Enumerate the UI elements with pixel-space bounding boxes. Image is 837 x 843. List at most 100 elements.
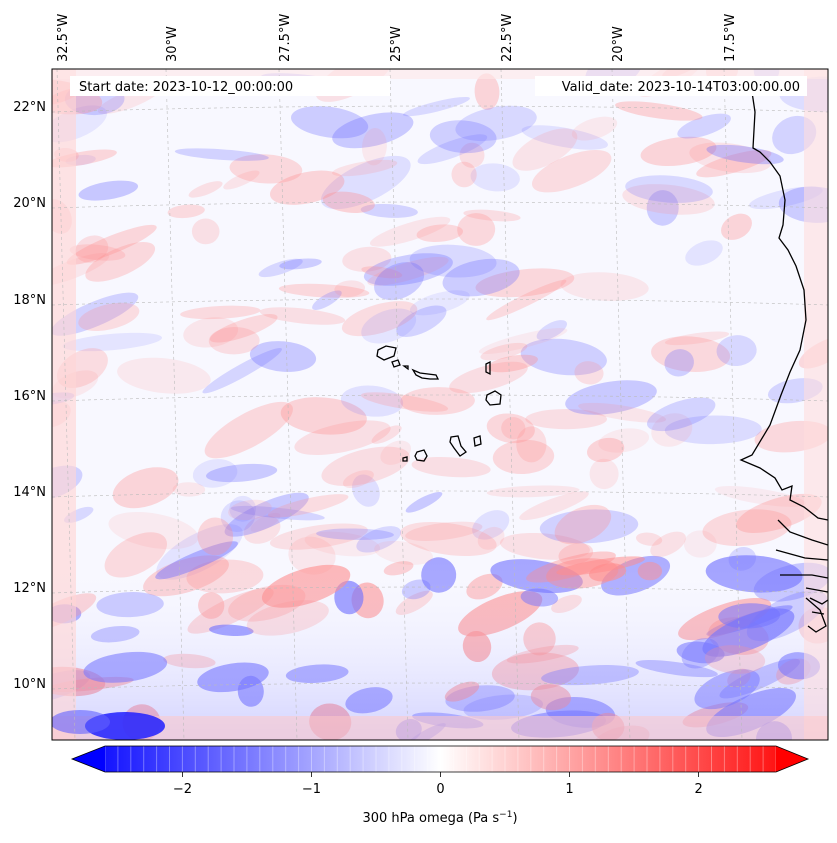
omega-ascent-region — [409, 290, 470, 316]
omega-descent-region — [459, 142, 485, 168]
omega-ascent-region — [706, 144, 784, 165]
omega-descent-region — [75, 235, 109, 263]
start-date: Start date: 2023-10-12_00:00:00 — [79, 80, 293, 95]
omega-descent-region — [85, 242, 156, 282]
omega-descent-region — [321, 446, 410, 487]
omega-descent-region — [416, 224, 464, 243]
valid-date-box — [535, 76, 807, 96]
omega-ascent-region — [220, 500, 256, 532]
omega-ascent-region — [565, 380, 657, 415]
omega-descent-region — [250, 512, 281, 532]
omega-ascent-region — [664, 415, 762, 445]
omega-ascent-region — [646, 397, 716, 432]
omega-ascent-region — [521, 125, 608, 150]
island-fogo — [414, 449, 428, 462]
omega-descent-region — [571, 116, 618, 141]
colorbar-extend-high — [776, 746, 808, 772]
omega-descent-region — [400, 521, 497, 557]
omega-descent-region — [405, 521, 483, 541]
parallel-gridline — [52, 201, 828, 209]
omega-descent-region — [664, 331, 730, 346]
longitude-labels: 32.5°W 30°W 27.5°W 25°W 22.5°W 20°W 17.5… — [56, 14, 738, 62]
omega-descent-region — [191, 218, 220, 245]
omega-descent-region — [736, 493, 822, 533]
omega-descent-region — [474, 73, 500, 110]
island-santa-luzia — [402, 365, 409, 371]
omega-ascent-region — [539, 509, 639, 544]
omega-descent-region — [167, 204, 205, 219]
lat-label: 14°N — [13, 485, 46, 500]
omega-descent-region — [574, 361, 604, 385]
lon-label: 17.5°W — [723, 14, 738, 62]
lat-label: 20°N — [13, 196, 46, 211]
omega-ascent-region — [625, 175, 713, 203]
omega-descent-region — [578, 402, 667, 423]
omega-descent-region — [486, 413, 535, 444]
omega-descent-region — [598, 428, 650, 453]
parallel-gridline — [52, 586, 828, 594]
omega-ascent-region — [249, 341, 317, 372]
colorbar-tick-label: 2 — [694, 782, 702, 797]
omega-ascent-region — [677, 113, 731, 139]
lon-label: 32.5°W — [56, 14, 71, 62]
omega-descent-region — [635, 532, 663, 546]
omega-descent-region — [558, 543, 594, 565]
omega-ascent-region — [78, 180, 139, 201]
omega-descent-region — [478, 328, 568, 354]
omega-ascent-region — [536, 320, 568, 341]
omega-descent-region — [480, 342, 528, 361]
lat-label: 12°N — [13, 581, 46, 596]
africa-coastline — [739, 91, 828, 521]
omega-descent-region — [209, 314, 278, 343]
omega-ascent-region — [429, 120, 497, 154]
lon-label: 20°W — [611, 26, 626, 62]
lat-label: 18°N — [13, 293, 46, 308]
lon-label: 30°W — [165, 26, 180, 62]
omega-descent-region — [188, 181, 223, 198]
omega-descent-region — [622, 184, 715, 215]
lat-label: 10°N — [13, 677, 46, 692]
omega-ascent-region — [62, 332, 163, 352]
omega-descent-region — [112, 467, 179, 509]
omega-ascent-region — [230, 505, 325, 521]
omega-descent-region — [108, 511, 199, 550]
map-frame — [51, 68, 829, 741]
omega-descent-region — [651, 413, 693, 447]
parallel-gridline — [52, 105, 828, 113]
island-sao-nicolau — [411, 368, 440, 380]
omega-descent-region — [69, 244, 126, 261]
omega-ascent-region — [332, 112, 414, 149]
omega-ascent-region — [363, 253, 453, 286]
omega-descent-region — [650, 531, 686, 558]
omega-ascent-region — [352, 474, 380, 507]
omega-descent-region — [172, 482, 206, 497]
omega-ascent-region — [664, 349, 694, 377]
colorbar-outline — [70, 745, 810, 773]
parallel-gridline — [52, 298, 828, 306]
omega-descent-region — [341, 301, 418, 337]
omega-descent-region — [560, 272, 649, 301]
omega-descent-region — [501, 417, 526, 440]
omega-descent-region — [492, 439, 555, 475]
meridian-gridline — [611, 69, 631, 740]
omega-descent-region — [696, 149, 772, 178]
colorbar-tick-label: 0 — [436, 782, 444, 797]
meridian-gridline — [56, 69, 76, 740]
omega-descent-region — [304, 531, 381, 557]
omega-descent-region — [689, 142, 772, 174]
omega-descent-region — [721, 213, 752, 240]
omega-ascent-region — [279, 258, 322, 270]
omega-ascent-region — [361, 308, 417, 344]
omega-descent-region — [183, 317, 239, 348]
omega-ascent-region — [403, 96, 470, 117]
omega-descent-region — [400, 387, 475, 415]
omega-ascent-region — [202, 348, 282, 394]
omega-descent-region — [267, 494, 349, 518]
island-sao-vicente — [391, 359, 401, 368]
omega-descent-region — [180, 305, 261, 320]
omega-ascent-region — [356, 526, 402, 553]
omega-descent-region — [361, 266, 403, 279]
omega-descent-region — [367, 256, 449, 286]
omega-descent-region — [487, 354, 538, 373]
